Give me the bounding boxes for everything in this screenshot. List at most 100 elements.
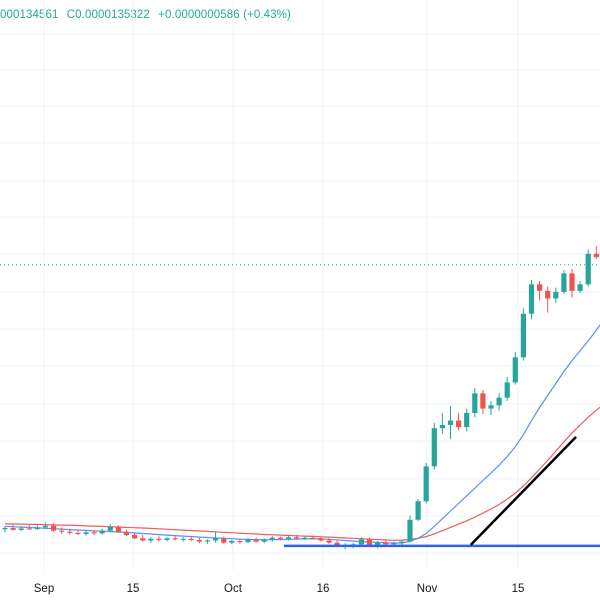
candle[interactable] bbox=[285, 536, 292, 541]
candle[interactable] bbox=[310, 535, 316, 540]
candle[interactable] bbox=[577, 281, 583, 294]
candle-body bbox=[472, 393, 478, 413]
candle[interactable] bbox=[277, 536, 283, 541]
candle[interactable] bbox=[180, 537, 186, 542]
candle[interactable] bbox=[140, 535, 146, 542]
candle[interactable] bbox=[569, 269, 575, 298]
candle-body bbox=[391, 543, 397, 545]
candle[interactable] bbox=[99, 528, 105, 535]
candle[interactable] bbox=[512, 351, 518, 385]
candle[interactable] bbox=[253, 537, 259, 543]
candle[interactable] bbox=[545, 286, 551, 313]
candle[interactable] bbox=[26, 524, 32, 530]
candle[interactable] bbox=[261, 538, 267, 544]
candle[interactable] bbox=[204, 539, 211, 544]
fast-moving-average-line bbox=[4, 324, 600, 544]
candle[interactable] bbox=[528, 279, 535, 320]
candle-body bbox=[188, 538, 194, 540]
candle[interactable] bbox=[326, 538, 332, 544]
candle-body bbox=[261, 539, 267, 542]
candle[interactable] bbox=[407, 515, 413, 543]
candle-body bbox=[302, 537, 308, 539]
candle[interactable] bbox=[164, 537, 170, 542]
candle-body bbox=[431, 428, 437, 467]
candle[interactable] bbox=[172, 536, 178, 541]
candle[interactable] bbox=[553, 287, 559, 303]
candle[interactable] bbox=[123, 529, 130, 537]
x-axis-tick-label: Nov bbox=[417, 583, 438, 595]
candle[interactable] bbox=[156, 536, 162, 542]
candle[interactable] bbox=[42, 522, 49, 529]
candle[interactable] bbox=[245, 538, 251, 544]
candle[interactable] bbox=[221, 536, 227, 544]
candle[interactable] bbox=[10, 524, 16, 531]
candle-body bbox=[496, 397, 502, 406]
candle[interactable] bbox=[132, 532, 138, 540]
moving-averages bbox=[4, 324, 600, 544]
trend-line[interactable] bbox=[469, 436, 577, 546]
candle[interactable] bbox=[480, 390, 486, 415]
candle-body bbox=[180, 538, 186, 540]
candle-body bbox=[569, 273, 575, 291]
candle[interactable] bbox=[366, 537, 373, 546]
legend-close: C0.0000135322 bbox=[66, 9, 150, 21]
candle[interactable] bbox=[431, 422, 437, 470]
candle[interactable] bbox=[561, 270, 567, 295]
candle[interactable] bbox=[537, 281, 543, 301]
candles[interactable] bbox=[2, 246, 600, 550]
candle[interactable] bbox=[472, 387, 478, 418]
candle[interactable] bbox=[67, 528, 73, 535]
candle-body bbox=[237, 541, 243, 543]
candle-body bbox=[51, 525, 57, 531]
candle[interactable] bbox=[107, 524, 113, 533]
candle[interactable] bbox=[488, 400, 494, 416]
candle-body bbox=[213, 538, 219, 541]
candle-body bbox=[18, 528, 24, 530]
candle-body bbox=[204, 540, 211, 542]
drawings[interactable] bbox=[284, 436, 600, 548]
candle-body bbox=[480, 393, 486, 409]
candle[interactable] bbox=[2, 525, 8, 533]
candle[interactable] bbox=[18, 525, 24, 531]
legend-change: +0.0000000586 (+0.43%) bbox=[158, 9, 291, 21]
candle-body bbox=[488, 405, 494, 409]
candle[interactable] bbox=[464, 408, 470, 432]
candle[interactable] bbox=[504, 376, 510, 401]
candle[interactable] bbox=[237, 538, 243, 544]
candle[interactable] bbox=[196, 537, 202, 544]
candle[interactable] bbox=[593, 246, 599, 260]
candle[interactable] bbox=[59, 527, 65, 534]
candle[interactable] bbox=[269, 536, 275, 542]
candle-body bbox=[294, 537, 300, 539]
candle[interactable] bbox=[34, 525, 40, 531]
candle[interactable] bbox=[302, 536, 308, 540]
candle-body bbox=[59, 530, 65, 532]
candle[interactable] bbox=[294, 535, 300, 540]
candle-body bbox=[253, 539, 259, 542]
candle[interactable] bbox=[447, 406, 454, 440]
candle[interactable] bbox=[91, 529, 97, 536]
candle[interactable] bbox=[496, 393, 502, 411]
candle[interactable] bbox=[51, 523, 57, 532]
candle[interactable] bbox=[115, 525, 121, 533]
candle[interactable] bbox=[75, 529, 81, 536]
candle[interactable] bbox=[148, 537, 154, 543]
candle[interactable] bbox=[213, 531, 219, 543]
candle-body bbox=[383, 542, 389, 545]
candle-body bbox=[399, 541, 405, 544]
candle[interactable] bbox=[188, 537, 194, 542]
candle[interactable] bbox=[439, 412, 445, 434]
candle[interactable] bbox=[318, 537, 324, 542]
candle-body bbox=[553, 291, 559, 299]
candle[interactable] bbox=[229, 539, 235, 545]
candle[interactable] bbox=[415, 499, 421, 521]
candle-body bbox=[537, 284, 543, 291]
candle[interactable] bbox=[520, 308, 526, 361]
candle[interactable] bbox=[83, 530, 89, 536]
candle[interactable] bbox=[399, 539, 405, 546]
candle[interactable] bbox=[585, 249, 591, 287]
candle-body bbox=[172, 538, 178, 540]
candle[interactable] bbox=[456, 412, 462, 431]
candle[interactable] bbox=[423, 463, 429, 504]
